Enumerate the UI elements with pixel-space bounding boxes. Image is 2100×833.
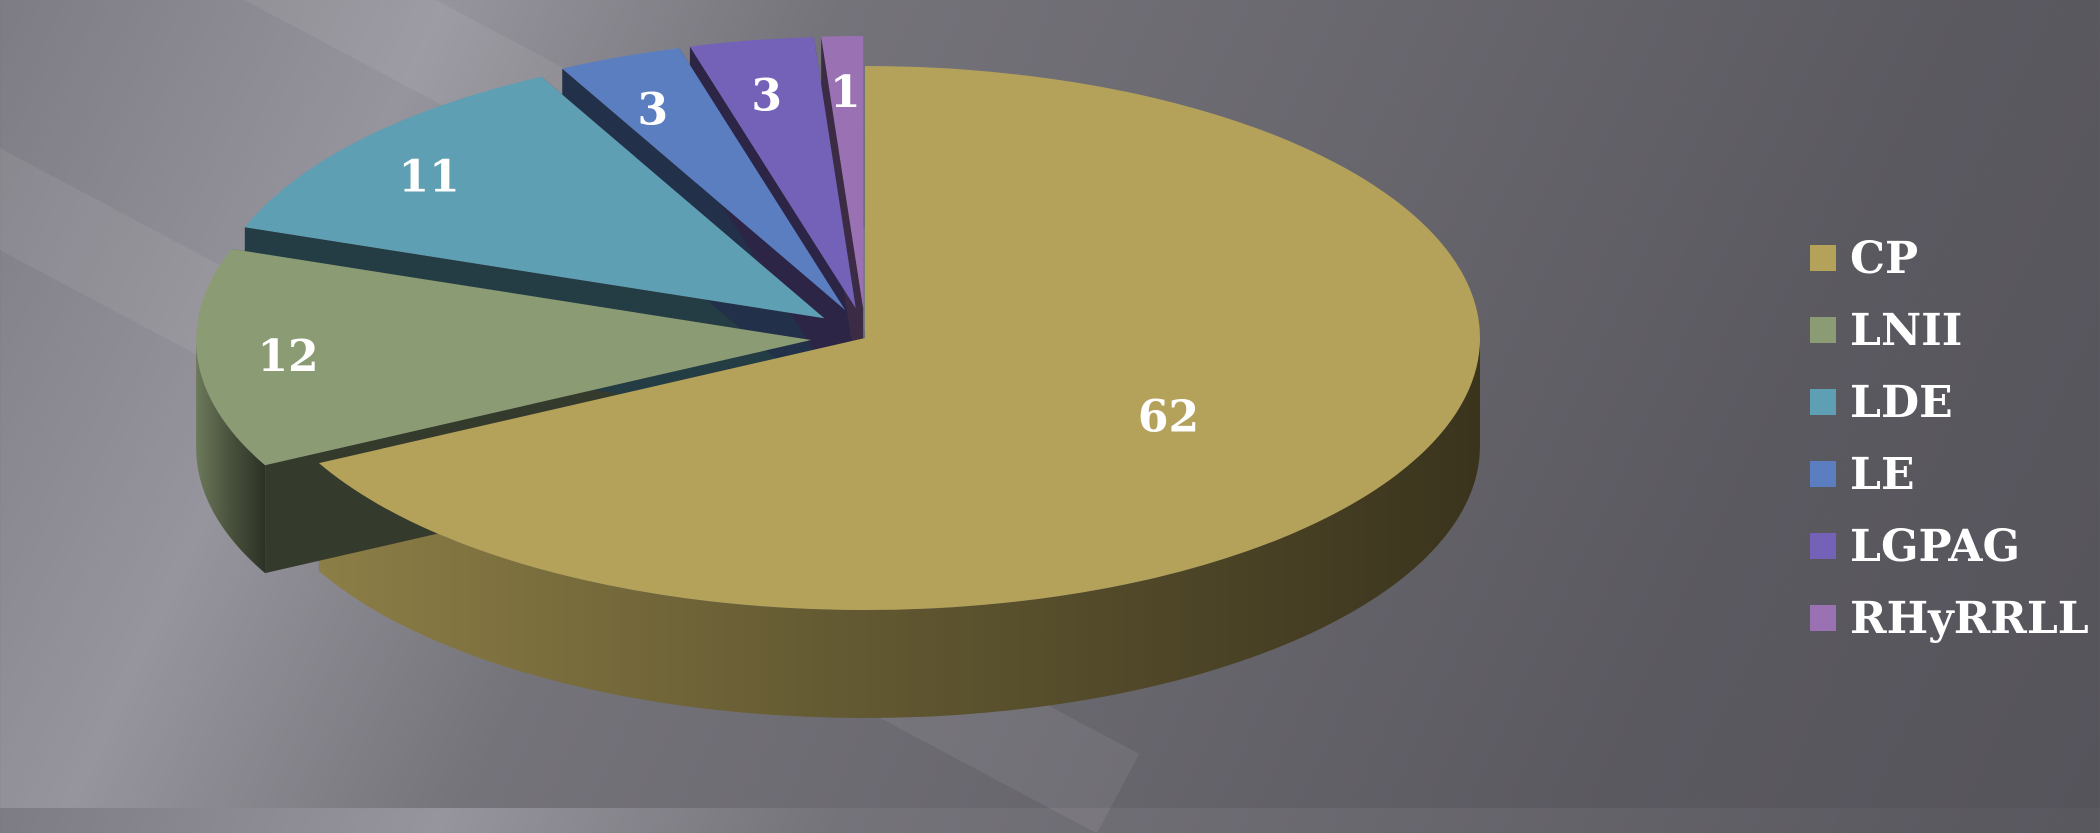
legend-item-cp: CP: [1810, 222, 2090, 294]
data-label-lgpag: 3: [751, 71, 782, 122]
legend-item-le: LE: [1810, 438, 2090, 510]
pie-slice-le: [562, 48, 846, 311]
legend: CP LNII LDE LE LGPAG RHyRRLL: [1810, 222, 2090, 654]
pie-slice-wall-lnii: [196, 340, 266, 574]
legend-label-le: LE: [1850, 448, 1915, 500]
legend-label-lgpag: LGPAG: [1850, 520, 2021, 572]
data-label-cp: 62: [1138, 392, 1199, 443]
legend-item-rhyrrll: RHyRRLL: [1810, 582, 2090, 654]
pie-slice-rhyrrll: [821, 36, 864, 309]
legend-label-lnii: LNII: [1850, 304, 1963, 356]
data-label-lnii: 12: [257, 331, 318, 382]
legend-label-rhyrrll: RHyRRLL: [1850, 592, 2089, 644]
legend-item-lnii: LNII: [1810, 294, 2090, 366]
legend-swatch-rhyrrll: [1810, 605, 1836, 631]
data-label-le: 3: [638, 84, 669, 135]
pie-slice-cp: [318, 66, 1480, 611]
data-label-rhyrrll: 1: [830, 67, 861, 118]
legend-item-lgpag: LGPAG: [1810, 510, 2090, 582]
pie-slice-lnii: [196, 248, 812, 466]
legend-swatch-lnii: [1810, 317, 1836, 343]
legend-swatch-le: [1810, 461, 1836, 487]
legend-item-lde: LDE: [1810, 366, 2090, 438]
pie-chart: 62 12 11 3 3 1 CP LNII LDE LE LGPAG RHyRRLL: [196, 36, 2090, 718]
data-label-lde: 11: [399, 152, 460, 203]
legend-swatch-lgpag: [1810, 533, 1836, 559]
pie-slice-lde: [244, 76, 825, 319]
legend-label-lde: LDE: [1850, 376, 1953, 428]
pie-slice-wall-cp: [318, 338, 1481, 718]
legend-swatch-cp: [1810, 245, 1836, 271]
legend-swatch-lde: [1810, 389, 1836, 415]
pie-slice-lgpag: [689, 37, 856, 309]
legend-label-cp: CP: [1850, 232, 1919, 284]
